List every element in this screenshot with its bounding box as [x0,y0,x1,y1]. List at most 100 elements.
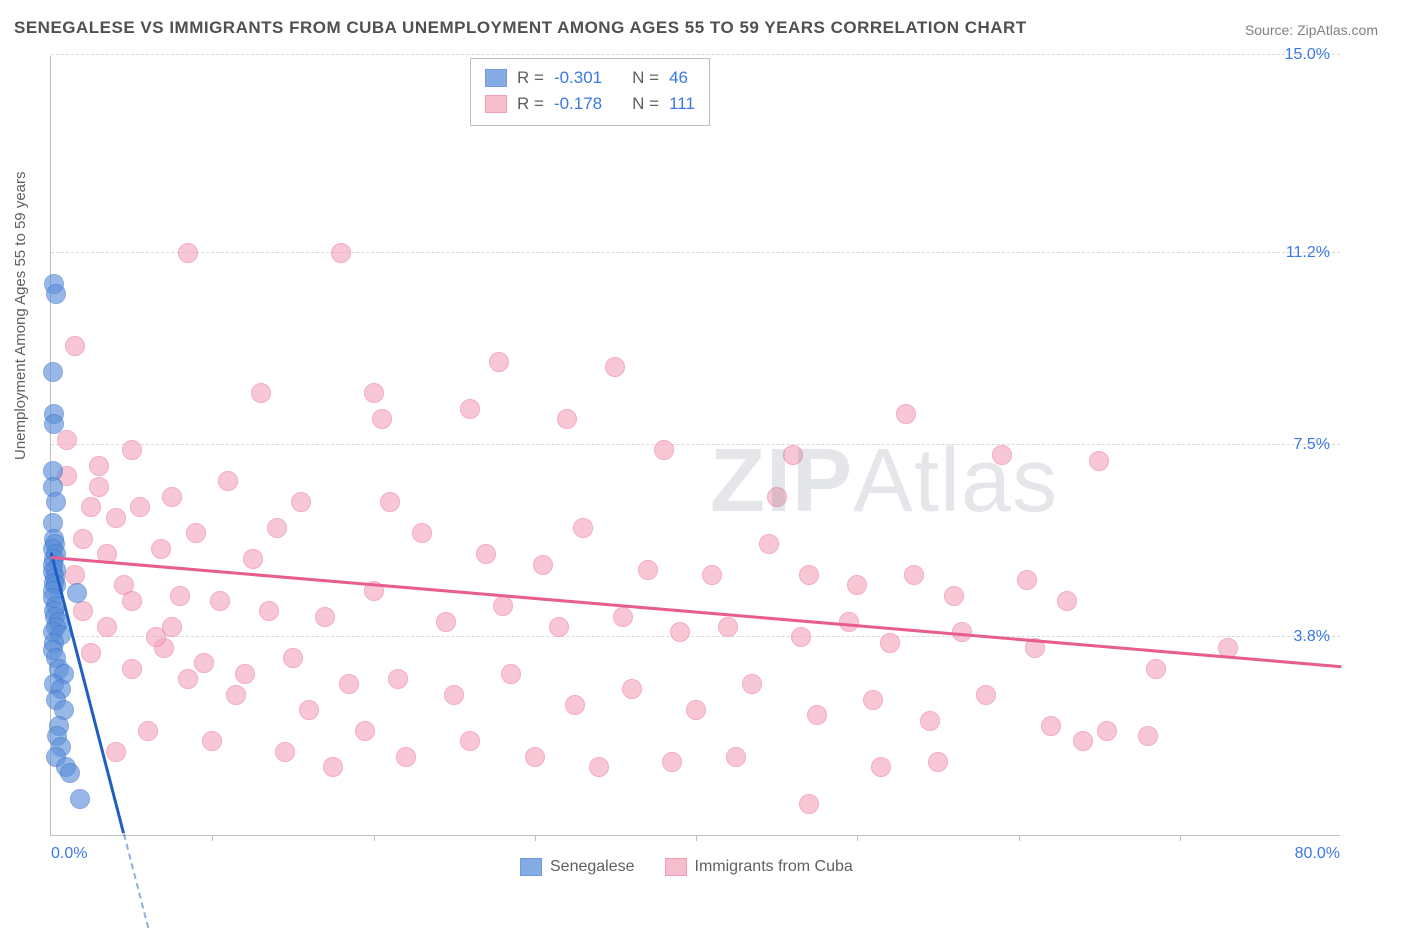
scatter-point [654,440,674,460]
scatter-point [444,685,464,705]
scatter-point [847,575,867,595]
scatter-point [380,492,400,512]
scatter-point [355,721,375,741]
scatter-point [46,492,66,512]
scatter-point [106,742,126,762]
n-label: N = [632,91,659,117]
scatter-point [106,508,126,528]
y-tick-label: 7.5% [1294,436,1330,454]
swatch-senegalese [485,69,507,87]
scatter-point [992,445,1012,465]
gridline [51,636,1340,637]
scatter-point [122,440,142,460]
scatter-point [251,383,271,403]
y-tick-label: 3.8% [1294,628,1330,646]
r-label: R = [517,91,544,117]
stats-row-senegalese: R = -0.301 N = 46 [485,65,695,91]
n-value-senegalese: 46 [669,65,688,91]
scatter-point [622,679,642,699]
scatter-point [73,601,93,621]
y-tick-label: 15.0% [1285,46,1330,64]
scatter-point [291,492,311,512]
scatter-point [243,549,263,569]
scatter-point [396,747,416,767]
scatter-point [122,659,142,679]
scatter-point [670,622,690,642]
scatter-point [791,627,811,647]
scatter-point [339,674,359,694]
scatter-point [70,789,90,809]
scatter-point [565,695,585,715]
legend-swatch-cuba [665,858,687,876]
scatter-point [1097,721,1117,741]
scatter-point [613,607,633,627]
scatter-point [89,456,109,476]
scatter-point [436,612,456,632]
scatter-point [388,669,408,689]
scatter-point [489,352,509,372]
scatter-point [97,617,117,637]
scatter-point [210,591,230,611]
scatter-point [202,731,222,751]
x-tick [696,835,697,841]
x-tick [535,835,536,841]
legend-swatch-senegalese [520,858,542,876]
scatter-point [1057,591,1077,611]
scatter-point [67,583,87,603]
scatter-point [589,757,609,777]
scatter-point [525,747,545,767]
scatter-point [1073,731,1093,751]
scatter-point [928,752,948,772]
correlation-stats-box: R = -0.301 N = 46 R = -0.178 N = 111 [470,58,710,126]
chart-title: SENEGALESE VS IMMIGRANTS FROM CUBA UNEMP… [14,18,1027,38]
regression-line [51,556,1341,668]
scatter-point [46,284,66,304]
gridline [51,444,1340,445]
gridline [51,252,1340,253]
scatter-point [726,747,746,767]
scatter-point [299,700,319,720]
scatter-point [1146,659,1166,679]
n-label: N = [632,65,659,91]
scatter-point [880,633,900,653]
gridline [51,54,1340,55]
y-tick-label: 11.2% [1286,244,1330,262]
scatter-point [839,612,859,632]
scatter-point [460,731,480,751]
scatter-point [638,560,658,580]
scatter-point [863,690,883,710]
x-tick [1019,835,1020,841]
scatter-point [259,601,279,621]
scatter-point [283,648,303,668]
scatter-point [944,586,964,606]
scatter-point [549,617,569,637]
scatter-point [372,409,392,429]
scatter-point [605,357,625,377]
scatter-point [331,243,351,263]
scatter-point [759,534,779,554]
scatter-point [315,607,335,627]
scatter-point [226,685,246,705]
scatter-point [170,586,190,606]
scatter-point [476,544,496,564]
scatter-point [162,487,182,507]
scatter-point [1017,570,1037,590]
legend-label-senegalese: Senegalese [550,858,635,876]
scatter-point [364,383,384,403]
scatter-point [742,674,762,694]
x-tick [1180,835,1181,841]
legend-label-cuba: Immigrants from Cuba [695,858,853,876]
scatter-point [81,643,101,663]
bottom-legend: Senegalese Immigrants from Cuba [520,858,853,876]
scatter-point [218,471,238,491]
scatter-point [89,477,109,497]
scatter-point [799,794,819,814]
scatter-point [57,430,77,450]
scatter-point [533,555,553,575]
scatter-point [702,565,722,585]
scatter-point [920,711,940,731]
scatter-point [44,414,64,434]
scatter-point [412,523,432,543]
r-value-cuba: -0.178 [554,91,602,117]
scatter-point [1089,451,1109,471]
